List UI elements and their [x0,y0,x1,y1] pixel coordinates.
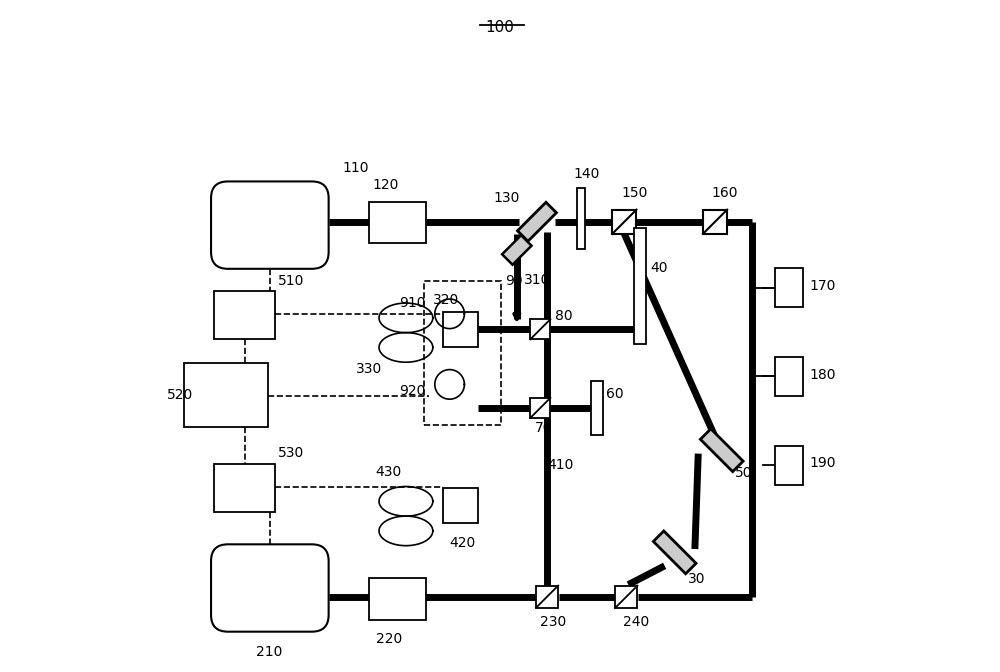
Polygon shape [502,235,532,265]
Bar [612,210,636,234]
Text: 60: 60 [606,387,623,401]
Text: 320: 320 [433,293,459,307]
Text: 160: 160 [712,185,738,200]
FancyBboxPatch shape [211,181,329,269]
Text: 230: 230 [540,615,567,629]
Bar [703,210,727,234]
Text: 920: 920 [399,384,426,398]
Bar [369,202,426,243]
Text: 140: 140 [574,167,600,181]
Text: 70: 70 [535,421,552,435]
Text: 50: 50 [735,466,753,480]
Bar [369,578,426,620]
Text: 40: 40 [650,261,667,275]
Bar [214,464,275,512]
Bar [615,585,637,607]
Bar [443,488,478,523]
Text: 150: 150 [621,185,647,200]
Bar [443,312,478,347]
Text: 210: 210 [256,644,283,659]
Text: 330: 330 [356,362,382,376]
Bar [591,381,603,435]
Bar [775,357,803,396]
Text: 110: 110 [342,161,369,175]
Text: 130: 130 [493,191,520,205]
Bar [577,188,585,249]
Text: 420: 420 [450,536,476,550]
Text: 430: 430 [376,465,402,479]
Bar [424,281,501,425]
Text: 310: 310 [524,273,550,287]
Bar [775,446,803,485]
Bar [214,291,275,339]
Polygon shape [700,429,743,472]
Text: 100: 100 [486,20,514,35]
Bar [775,268,803,307]
Bar [530,398,550,418]
Text: 510: 510 [278,274,305,288]
Polygon shape [517,202,556,241]
Text: 30: 30 [688,572,706,586]
Text: 190: 190 [809,456,836,470]
Text: 80: 80 [555,308,573,323]
Text: 520: 520 [167,388,194,402]
Text: 120: 120 [372,177,399,192]
Bar [530,319,550,339]
Text: 90: 90 [505,274,522,288]
Text: 530: 530 [278,446,304,460]
FancyBboxPatch shape [211,544,329,632]
Text: 910: 910 [399,296,426,310]
Text: 170: 170 [809,279,835,293]
Text: 410: 410 [547,458,573,472]
Text: 240: 240 [623,615,649,629]
Bar [536,585,558,607]
Polygon shape [653,531,696,574]
Text: 220: 220 [376,632,402,646]
Bar [184,363,268,427]
Bar [634,228,646,344]
Text: 180: 180 [809,368,836,382]
